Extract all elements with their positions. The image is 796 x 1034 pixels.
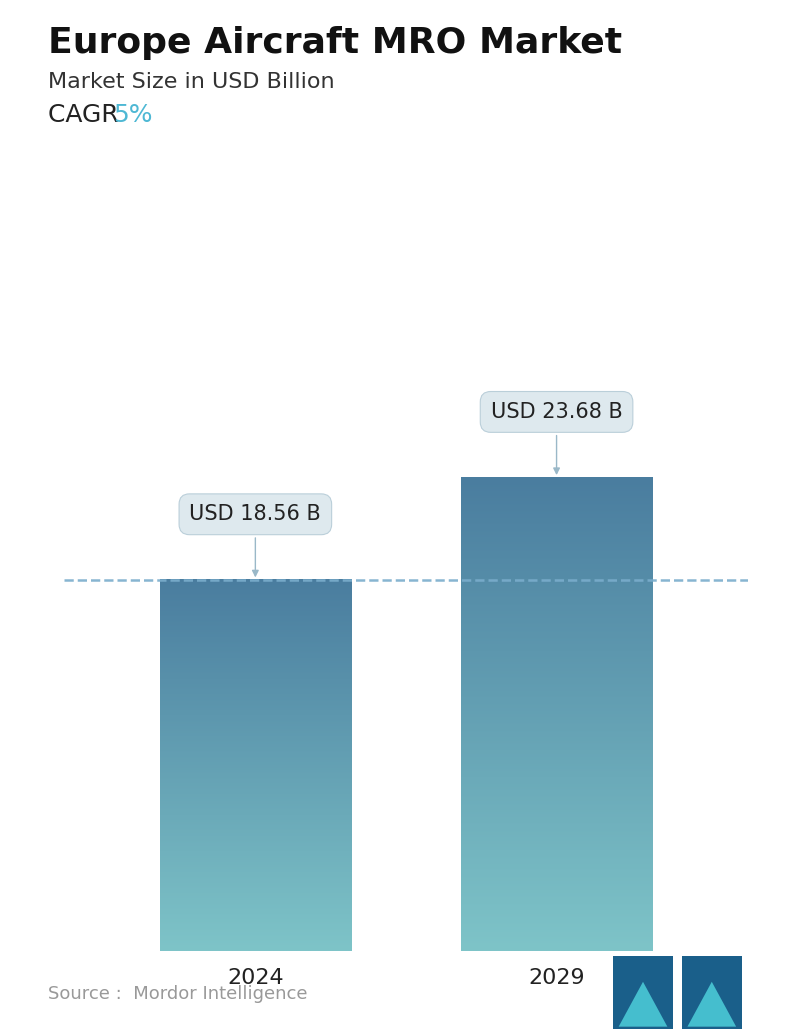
Text: 5%: 5% xyxy=(113,103,153,127)
Polygon shape xyxy=(688,982,736,1027)
Polygon shape xyxy=(613,956,673,1029)
Text: CAGR: CAGR xyxy=(48,103,127,127)
Polygon shape xyxy=(681,956,742,1029)
Text: USD 23.68 B: USD 23.68 B xyxy=(490,402,622,474)
Text: USD 18.56 B: USD 18.56 B xyxy=(189,505,322,576)
Text: Europe Aircraft MRO Market: Europe Aircraft MRO Market xyxy=(48,26,622,60)
Text: Source :  Mordor Intelligence: Source : Mordor Intelligence xyxy=(48,985,307,1003)
Text: Market Size in USD Billion: Market Size in USD Billion xyxy=(48,72,334,92)
Polygon shape xyxy=(618,982,667,1027)
